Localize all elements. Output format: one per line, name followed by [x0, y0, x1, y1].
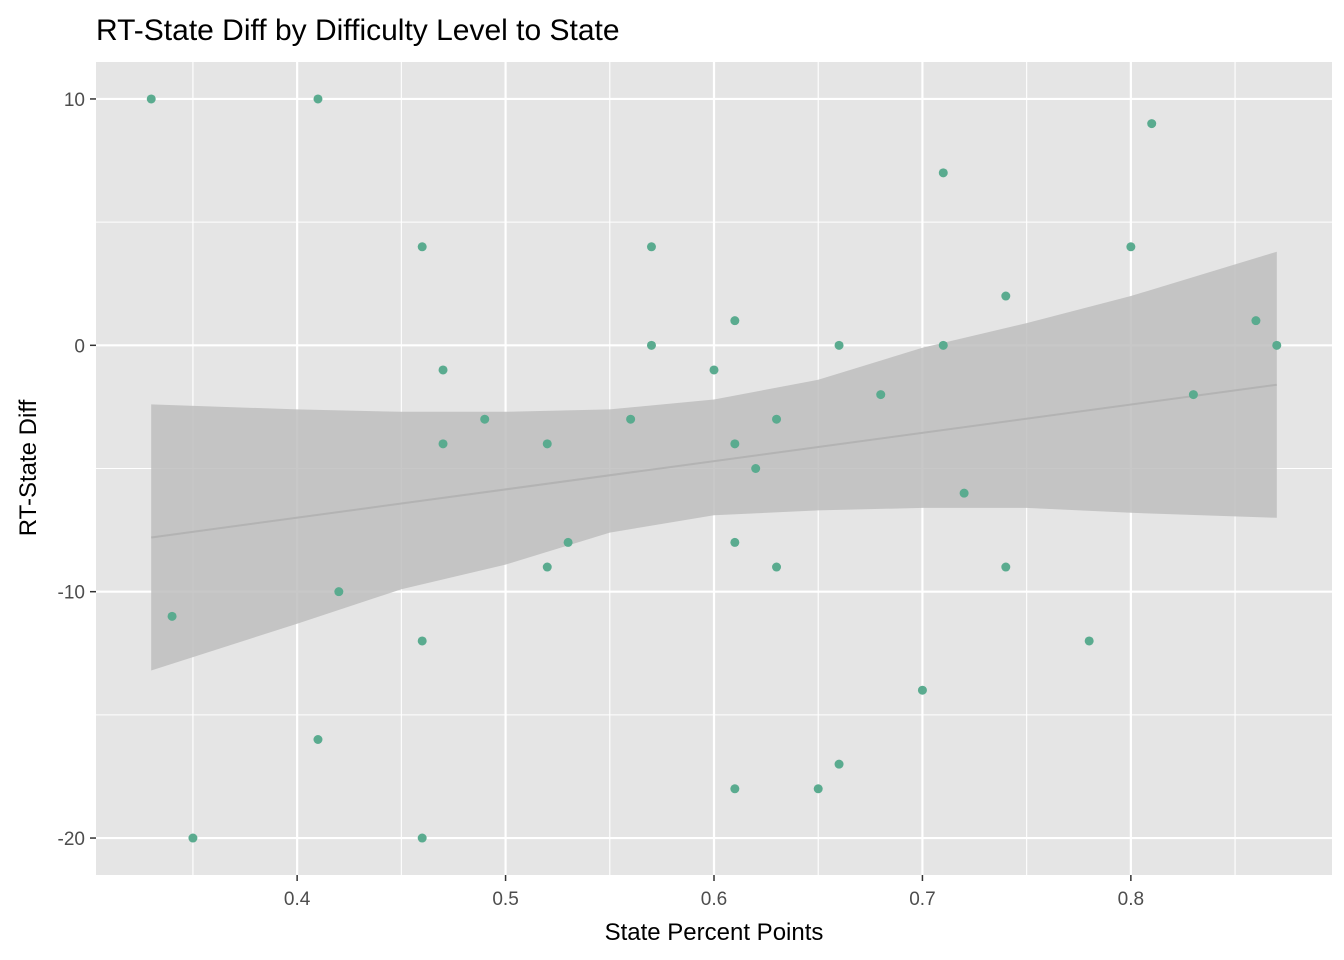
data-point	[772, 414, 782, 424]
data-point	[542, 439, 552, 449]
data-point	[709, 365, 719, 375]
y-tick-label: 0	[74, 336, 85, 357]
data-point	[1001, 562, 1011, 572]
data-point	[938, 340, 948, 350]
data-point	[563, 537, 573, 547]
data-point	[167, 611, 177, 621]
x-tick-label: 0.4	[284, 889, 311, 910]
points-layer	[146, 94, 1282, 843]
chart-title: RT-State Diff by Difficulty Level to Sta…	[96, 14, 620, 47]
data-point	[417, 833, 427, 843]
data-point	[313, 94, 323, 104]
data-point	[834, 759, 844, 769]
y-axis-label: RT-State Diff	[15, 399, 42, 536]
data-point	[730, 537, 740, 547]
data-point	[751, 464, 761, 473]
x-tick-label: 0.7	[909, 889, 935, 910]
data-point	[772, 562, 782, 572]
data-point	[646, 242, 656, 252]
data-point	[1126, 242, 1136, 252]
data-point	[730, 784, 740, 794]
data-point	[313, 735, 323, 744]
fit-line-layer	[151, 383, 1277, 539]
data-point	[188, 833, 198, 843]
x-axis-label: State Percent Points	[605, 919, 824, 946]
data-point	[1147, 119, 1157, 129]
data-point	[438, 365, 448, 375]
x-axis-ticks: 0.4 0.5 0.6 0.7 0.8	[284, 875, 1144, 910]
data-point	[730, 316, 740, 326]
x-tick-label: 0.6	[701, 889, 727, 910]
data-point	[917, 685, 927, 695]
data-point	[417, 242, 427, 252]
data-point	[1084, 636, 1094, 646]
data-point	[646, 340, 656, 350]
data-point	[626, 414, 636, 424]
data-point	[542, 562, 552, 572]
data-point	[480, 414, 490, 424]
data-point	[1001, 291, 1011, 301]
data-point	[730, 439, 740, 449]
data-point	[417, 636, 427, 646]
data-point	[938, 168, 948, 178]
data-point	[334, 587, 344, 597]
data-point	[813, 784, 823, 794]
data-point	[1251, 316, 1261, 326]
fit-line	[151, 383, 1277, 539]
y-axis-ticks: 10 0 -10 -20	[58, 90, 96, 850]
data-point	[876, 390, 886, 400]
y-tick-label: -20	[58, 829, 85, 850]
data-point	[834, 340, 844, 350]
y-tick-label: 10	[64, 90, 85, 111]
data-point	[1272, 340, 1282, 350]
data-point	[959, 488, 969, 498]
data-point	[438, 439, 448, 449]
y-tick-label: -10	[58, 583, 85, 604]
x-tick-label: 0.8	[1118, 889, 1144, 910]
data-point	[146, 94, 156, 104]
x-tick-label: 0.5	[492, 889, 518, 910]
data-point	[1188, 390, 1198, 400]
